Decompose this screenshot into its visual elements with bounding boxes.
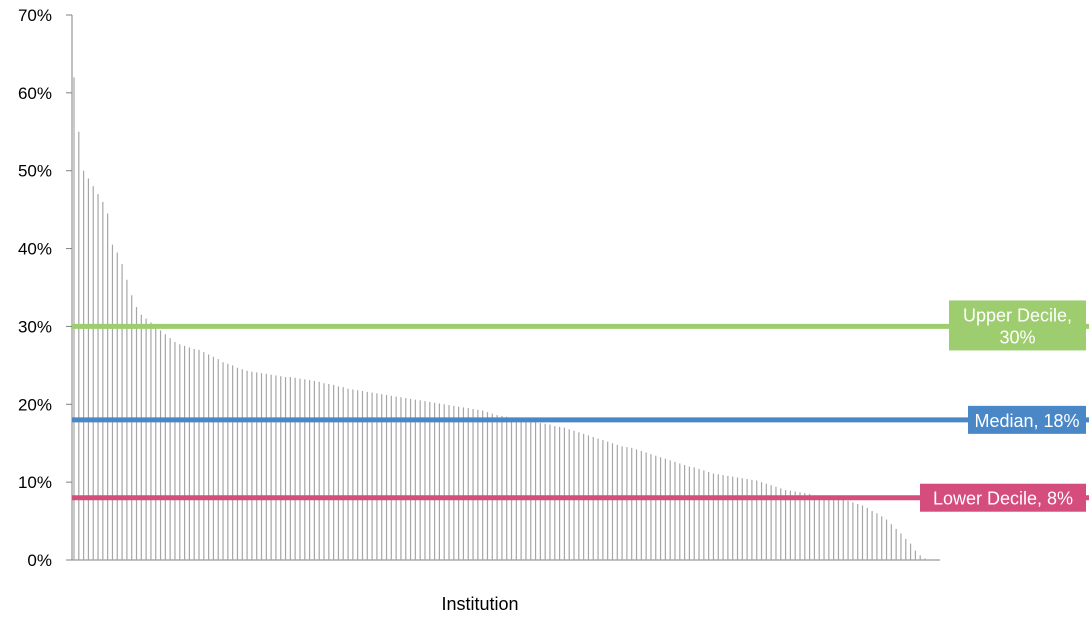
median-label-box bbox=[968, 405, 1086, 434]
upper-decile-label: 30% bbox=[999, 327, 1035, 347]
reference-lines: Upper Decile,30% Median, 18% Lower Decile,… bbox=[72, 300, 1089, 512]
y-tick-label: 70% bbox=[18, 6, 52, 25]
y-ticks: 0% 10% 20% 30% 40% 50% 60% 70% bbox=[18, 6, 72, 570]
median-label: Median, 18% bbox=[974, 411, 1079, 431]
lower-decile-label: Lower Decile, 8% bbox=[933, 489, 1073, 509]
bars bbox=[73, 77, 926, 560]
y-axis: 0% 10% 20% 30% 40% 50% 60% 70% bbox=[18, 6, 73, 570]
upper-decile-label: Upper Decile, bbox=[963, 305, 1072, 325]
y-tick-label: 10% bbox=[18, 473, 52, 492]
y-tick-label: 60% bbox=[18, 84, 52, 103]
y-tick-label: 0% bbox=[27, 551, 52, 570]
y-tick-label: 30% bbox=[18, 317, 52, 336]
upper-decile-label-box bbox=[949, 300, 1086, 351]
y-tick-label: 50% bbox=[18, 162, 52, 181]
y-tick-label: 20% bbox=[18, 395, 52, 414]
y-tick-label: 40% bbox=[18, 240, 52, 259]
lower-decile-label-box bbox=[920, 483, 1086, 512]
x-axis-title: Institution bbox=[441, 594, 518, 614]
